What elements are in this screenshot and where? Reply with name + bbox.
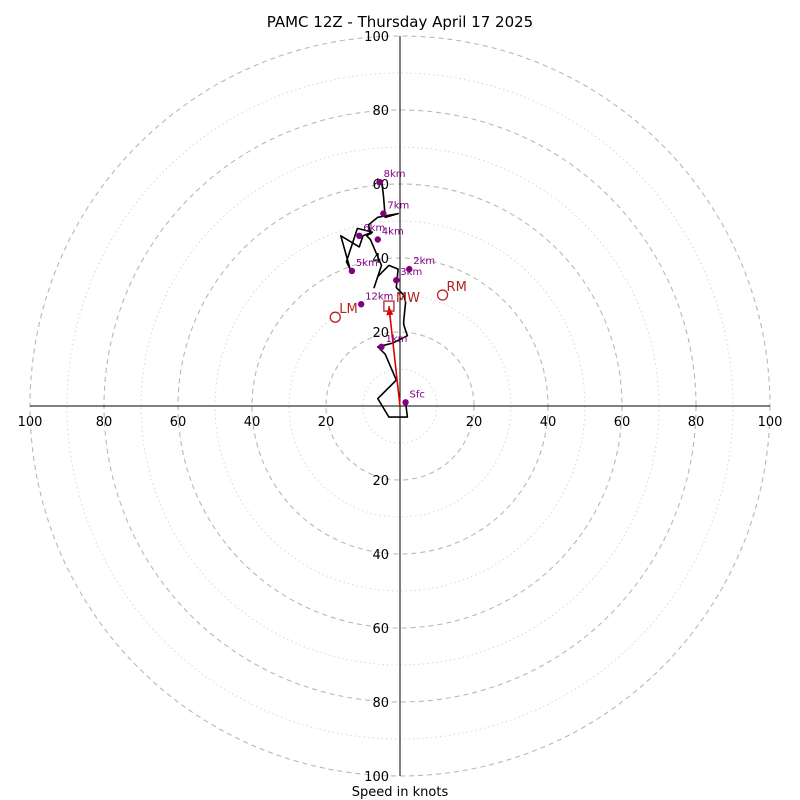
tick-label-down: 20	[372, 474, 389, 489]
height-marker-label: 8km	[384, 169, 406, 180]
storm-motion-label: RM	[447, 280, 467, 295]
tick-label-up: 20	[372, 326, 389, 341]
height-marker-point	[406, 265, 413, 273]
storm-motion-label: LM	[339, 302, 357, 317]
tick-label-down: 100	[364, 770, 389, 785]
height-marker-point	[378, 343, 385, 350]
height-marker-label: Sfc	[410, 389, 425, 400]
hodograph-trace	[339, 178, 409, 418]
height-marker-point	[380, 210, 387, 217]
storm-motion-marker	[436, 289, 449, 301]
storm-motion-marker	[329, 311, 341, 323]
tick-label-left: 80	[96, 415, 113, 430]
tick-label-right: 40	[540, 415, 557, 430]
tick-label-left: 20	[318, 415, 335, 430]
height-marker-label: 2km	[413, 256, 435, 267]
mean-wind-label: MW	[396, 291, 420, 306]
height-marker-point	[376, 178, 383, 186]
height-marker-label: 7km	[387, 201, 409, 212]
height-marker-label: 6km	[363, 223, 385, 234]
storm-motion-vector	[386, 306, 401, 407]
tick-label-right: 80	[688, 415, 705, 430]
height-marker-point	[348, 267, 356, 275]
height-marker-label: 3km	[400, 267, 422, 278]
tick-label-up: 80	[372, 104, 389, 119]
tick-label-right: 60	[614, 415, 631, 430]
tick-label-left: 60	[170, 415, 187, 430]
tick-label-left: 100	[18, 415, 43, 430]
height-marker-point	[356, 232, 363, 239]
tick-label-down: 40	[372, 548, 389, 563]
tick-label-right: 20	[466, 415, 483, 430]
x-axis-label: Speed in knots	[352, 785, 449, 800]
tick-label-down: 60	[372, 622, 389, 637]
height-marker-label: 5km	[356, 258, 378, 269]
storm-motion-markers: RM LM MW	[329, 280, 467, 323]
height-marker-point	[357, 301, 365, 308]
tick-label-down: 80	[372, 696, 389, 711]
chart-title: PAMC 12Z - Thursday April 17 2025	[267, 13, 533, 31]
tick-label-up: 100	[364, 30, 389, 45]
tick-label-right: 100	[758, 415, 783, 430]
tick-labels: 2020202040404040606060608080808010010010…	[18, 30, 783, 785]
height-marker-label: 12km	[365, 291, 393, 302]
height-marker-point	[393, 277, 400, 284]
tick-label-left: 40	[244, 415, 261, 430]
hodograph-line	[339, 178, 409, 418]
height-marker-point	[374, 236, 381, 243]
height-marker-label: 4km	[382, 227, 404, 238]
height-marker-label: 1km	[386, 334, 408, 345]
height-marker-point	[402, 399, 409, 406]
storm-vector-line	[388, 306, 401, 407]
mean-wind-marker	[383, 300, 395, 312]
